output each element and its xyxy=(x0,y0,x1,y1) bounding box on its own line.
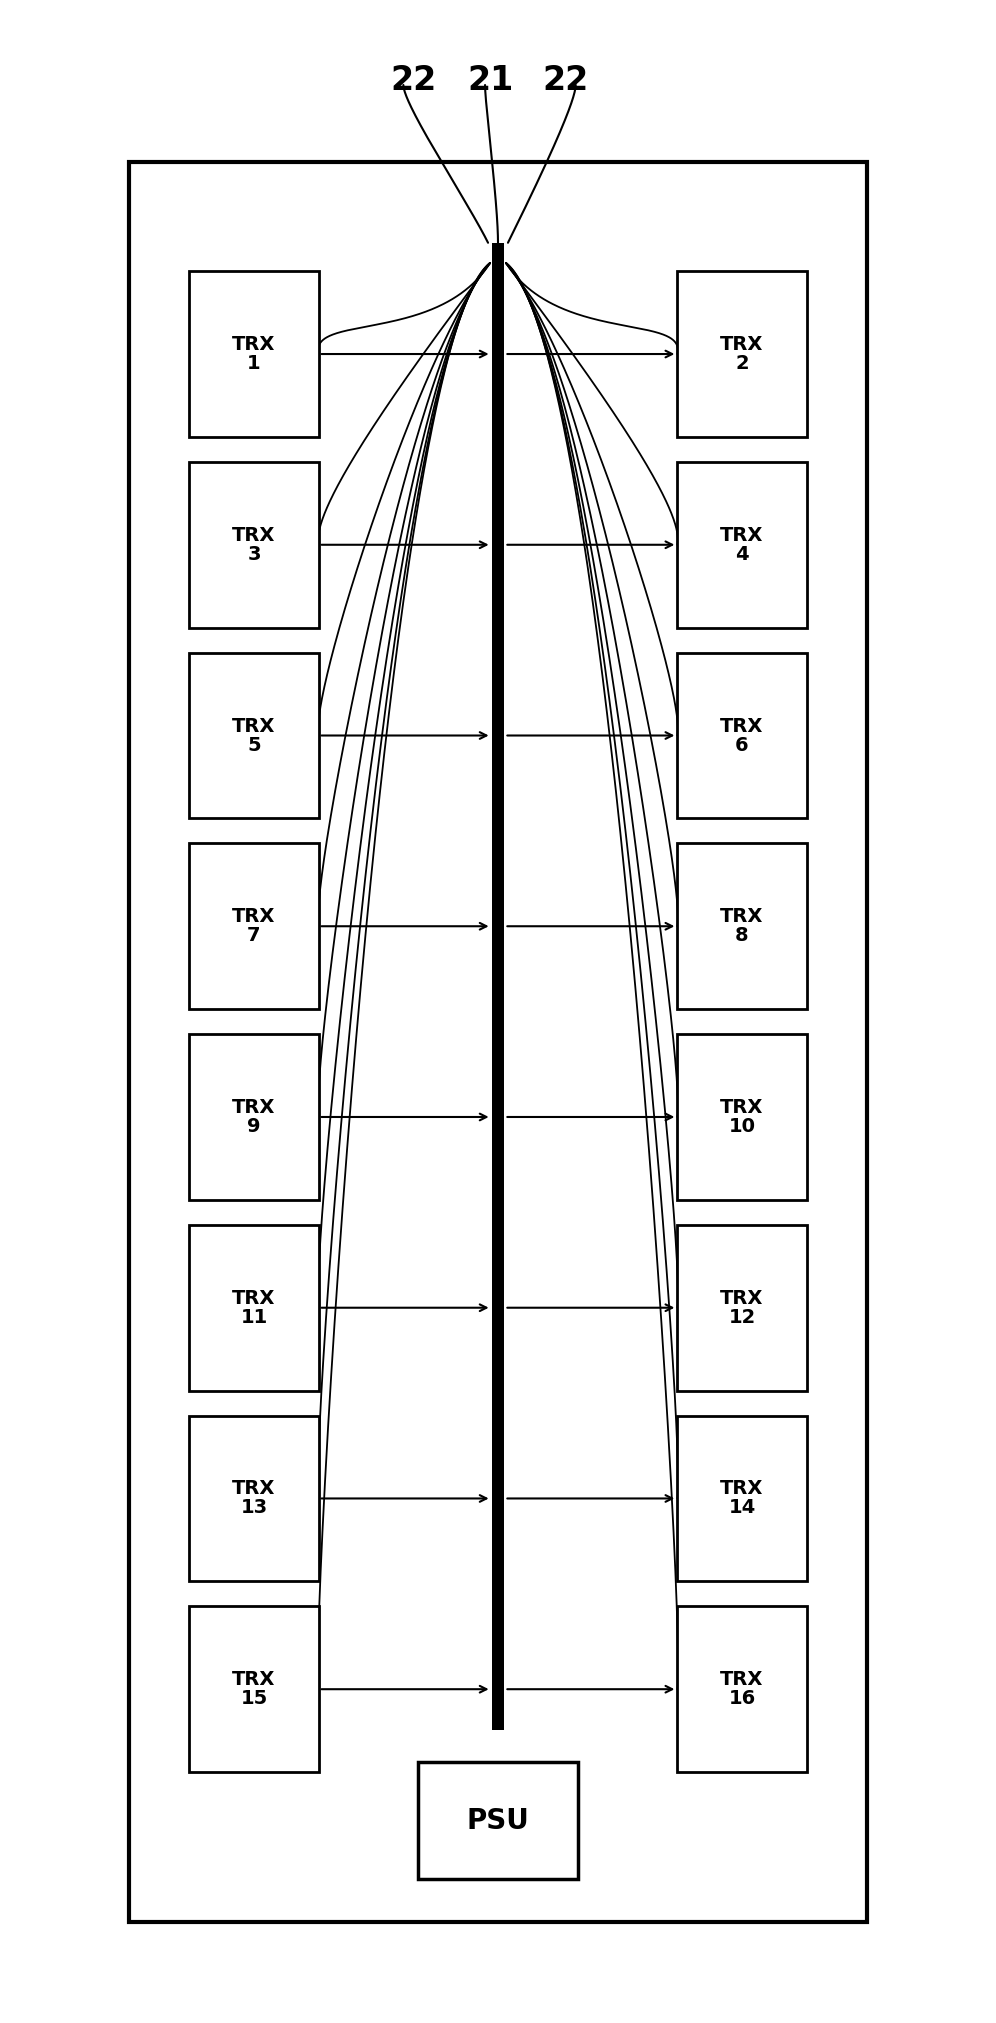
FancyBboxPatch shape xyxy=(189,1224,319,1390)
FancyBboxPatch shape xyxy=(677,1606,807,1772)
Text: TRX
13: TRX 13 xyxy=(232,1479,276,1517)
FancyBboxPatch shape xyxy=(189,271,319,437)
FancyBboxPatch shape xyxy=(677,271,807,437)
FancyBboxPatch shape xyxy=(418,1762,578,1879)
Text: TRX
9: TRX 9 xyxy=(232,1098,276,1137)
Text: TRX
16: TRX 16 xyxy=(720,1671,764,1707)
FancyBboxPatch shape xyxy=(189,844,319,1009)
FancyBboxPatch shape xyxy=(129,162,867,1922)
FancyBboxPatch shape xyxy=(677,461,807,627)
FancyBboxPatch shape xyxy=(677,844,807,1009)
FancyBboxPatch shape xyxy=(677,1224,807,1390)
Text: 21: 21 xyxy=(467,65,513,97)
FancyBboxPatch shape xyxy=(189,653,319,819)
Text: TRX
1: TRX 1 xyxy=(232,336,276,372)
FancyBboxPatch shape xyxy=(677,653,807,819)
Text: TRX
10: TRX 10 xyxy=(720,1098,764,1137)
Text: TRX
11: TRX 11 xyxy=(232,1289,276,1327)
Text: TRX
12: TRX 12 xyxy=(720,1289,764,1327)
Text: TRX
2: TRX 2 xyxy=(720,336,764,372)
Text: TRX
4: TRX 4 xyxy=(720,526,764,564)
FancyBboxPatch shape xyxy=(189,461,319,627)
Text: TRX
7: TRX 7 xyxy=(232,906,276,945)
Text: 22: 22 xyxy=(543,65,589,97)
Text: TRX
8: TRX 8 xyxy=(720,906,764,945)
Text: TRX
15: TRX 15 xyxy=(232,1671,276,1707)
FancyBboxPatch shape xyxy=(189,1416,319,1582)
Text: PSU: PSU xyxy=(466,1807,530,1835)
FancyBboxPatch shape xyxy=(677,1034,807,1200)
Text: TRX
14: TRX 14 xyxy=(720,1479,764,1517)
FancyBboxPatch shape xyxy=(492,243,504,1730)
FancyBboxPatch shape xyxy=(189,1606,319,1772)
FancyBboxPatch shape xyxy=(189,1034,319,1200)
Text: TRX
3: TRX 3 xyxy=(232,526,276,564)
Text: TRX
6: TRX 6 xyxy=(720,716,764,755)
FancyBboxPatch shape xyxy=(677,1416,807,1582)
Text: TRX
5: TRX 5 xyxy=(232,716,276,755)
Text: 22: 22 xyxy=(390,65,436,97)
